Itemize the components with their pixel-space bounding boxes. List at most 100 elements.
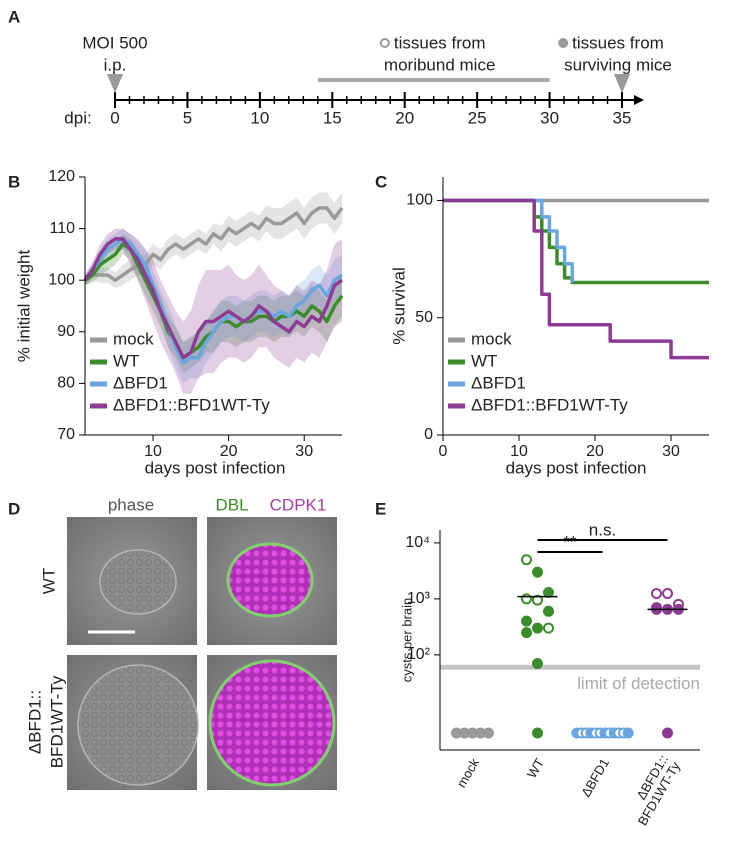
y-axis-label: cysts per brain bbox=[399, 598, 414, 683]
tick-label: 30 bbox=[540, 108, 559, 127]
annotation: tissues from bbox=[394, 33, 486, 52]
y-axis-label: % survival bbox=[389, 267, 408, 344]
x-tick-label: mock bbox=[454, 755, 483, 790]
panel-letter: D bbox=[8, 499, 20, 518]
column-label: DBL bbox=[215, 495, 248, 514]
y-tick-label: 90 bbox=[57, 323, 75, 340]
data-point bbox=[532, 566, 543, 578]
x-axis-label: days post infection bbox=[145, 458, 286, 477]
x-tick-label: 10 bbox=[510, 443, 528, 460]
data-point bbox=[622, 727, 634, 739]
legend-label: ΔBFD1 bbox=[113, 373, 168, 392]
data-point bbox=[521, 615, 532, 627]
open-marker bbox=[379, 38, 390, 48]
x-tick-label: ΔBFD1 bbox=[578, 756, 612, 800]
panel-letter: B bbox=[8, 172, 20, 191]
comparison-label: n.s. bbox=[589, 520, 616, 539]
series-line bbox=[84, 206, 344, 282]
cyst-outline bbox=[99, 549, 177, 615]
y-tick-label: 0 bbox=[424, 426, 433, 443]
error-band bbox=[85, 233, 342, 374]
chart: 0 50 100 0 10 20 30 days post infection % surviv… bbox=[389, 177, 709, 477]
annotation: tissues from bbox=[572, 33, 664, 52]
y-tick-label: 10³ bbox=[407, 590, 431, 607]
data-point bbox=[483, 727, 494, 739]
x-axis-label: days post infection bbox=[506, 458, 647, 477]
tick-label: 5 bbox=[183, 108, 192, 127]
y-tick-label: 110 bbox=[49, 220, 75, 237]
row-label: ΔBFD1:: bbox=[25, 690, 44, 754]
tick-label: 0 bbox=[110, 108, 119, 127]
cyst-stained bbox=[226, 542, 314, 618]
data-point bbox=[521, 627, 532, 639]
surviving-arrow bbox=[614, 74, 630, 93]
x-tick-label: 30 bbox=[295, 443, 313, 460]
legend-label: ΔBFD1 bbox=[471, 373, 526, 392]
data-point bbox=[532, 594, 543, 606]
reference-label: limit of detection bbox=[577, 674, 700, 693]
tick-label: 15 bbox=[323, 108, 342, 127]
legend-label: WT bbox=[113, 351, 139, 370]
row-label: BFD1WT-Ty bbox=[47, 675, 66, 768]
chart: 10² 10³ 10⁴ cysts per brain limit of detecti… bbox=[399, 520, 700, 828]
annotation: i.p. bbox=[104, 55, 127, 74]
x-tick-label: 0 bbox=[439, 443, 448, 460]
cyst-stained bbox=[208, 659, 336, 787]
category-label: mock bbox=[454, 755, 483, 790]
data-point bbox=[532, 622, 543, 634]
axis-label: dpi: bbox=[64, 108, 91, 127]
column-label: phase bbox=[108, 495, 154, 514]
x-tick-label: 10 bbox=[144, 443, 162, 460]
micrographs: phase DBL CDPK1 WT ΔBFD1:: BFD1WT-Ty bbox=[25, 495, 337, 790]
panel-letter: C bbox=[375, 172, 387, 191]
infection-arrow bbox=[107, 74, 123, 93]
tick-label: 20 bbox=[395, 108, 414, 127]
column-label: CDPK1 bbox=[270, 495, 327, 514]
chart: 70 80 90 100 110 120 10 20 30 days post infection… bbox=[14, 168, 344, 477]
data-point bbox=[543, 587, 554, 599]
y-tick-label: 70 bbox=[57, 426, 75, 443]
y-tick-label: 80 bbox=[57, 375, 75, 392]
y-tick-label: 120 bbox=[48, 168, 75, 185]
series-line bbox=[83, 237, 343, 365]
legend-label: ΔBFD1::BFD1WT-Ty bbox=[113, 395, 270, 414]
y-tick-label: 100 bbox=[48, 271, 75, 288]
tick-label: 35 bbox=[613, 108, 632, 127]
row-label: WT bbox=[39, 568, 58, 594]
x-tick-label: WT bbox=[524, 756, 547, 781]
comparison-label: ** bbox=[563, 532, 577, 551]
x-tick-label: 20 bbox=[586, 443, 604, 460]
tick-label: 25 bbox=[468, 108, 487, 127]
panel-letter: A bbox=[8, 7, 20, 26]
error-band bbox=[85, 228, 342, 394]
timeline-arrowhead bbox=[634, 95, 644, 105]
y-tick-label: 10² bbox=[407, 646, 431, 663]
filled-marker bbox=[558, 38, 569, 48]
tick-label: 10 bbox=[250, 108, 269, 127]
data-point bbox=[543, 622, 554, 634]
series-line bbox=[443, 198, 574, 283]
series-line bbox=[83, 237, 343, 360]
category-label: WT bbox=[524, 756, 547, 781]
data-point bbox=[521, 554, 532, 566]
error-band bbox=[85, 228, 342, 384]
y-tick-label: 100 bbox=[406, 192, 433, 209]
legend-label: WT bbox=[471, 351, 497, 370]
y-axis-label: % initial weight bbox=[14, 250, 33, 363]
panel-letter: E bbox=[375, 499, 386, 518]
annotation: moribund mice bbox=[384, 55, 496, 74]
annotation: MOI 500 bbox=[82, 33, 147, 52]
data-point bbox=[521, 593, 532, 605]
error-band bbox=[85, 192, 342, 288]
annotation: surviving mice bbox=[564, 55, 672, 74]
legend-label: ΔBFD1::BFD1WT-Ty bbox=[471, 395, 628, 414]
data-point bbox=[651, 587, 662, 599]
data-point bbox=[532, 658, 543, 670]
data-point bbox=[543, 605, 554, 617]
category-label: ΔBFD1::BFD1WT-Ty bbox=[633, 752, 683, 828]
moribund-range bbox=[317, 78, 550, 82]
y-tick-label: 10⁴ bbox=[405, 534, 430, 551]
legend-label: mock bbox=[471, 329, 512, 348]
cyst-outline bbox=[77, 664, 199, 786]
